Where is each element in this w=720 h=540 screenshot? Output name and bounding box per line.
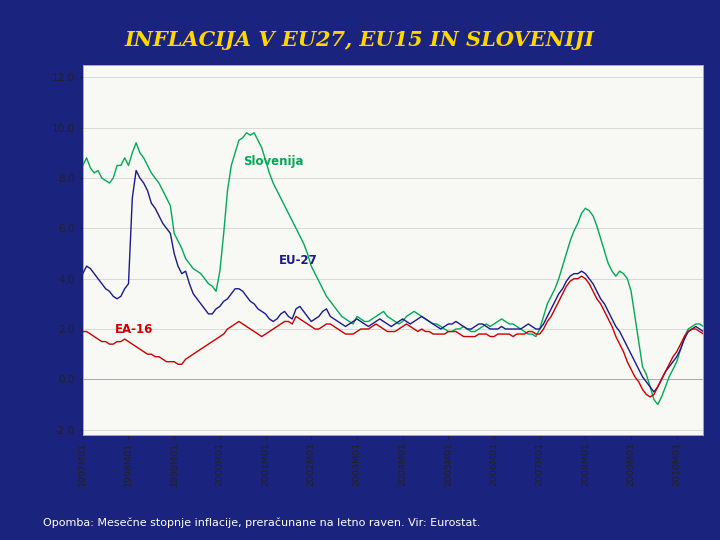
Text: INFLACIJA V EU27, EU15 IN SLOVENIJI: INFLACIJA V EU27, EU15 IN SLOVENIJI [125,30,595,50]
Text: EU-27: EU-27 [279,254,318,267]
Text: Slovenija: Slovenija [243,156,303,168]
Text: Opomba: Mesečne stopnje inflacije, preračunane na letno raven. Vir: Eurostat.: Opomba: Mesečne stopnje inflacije, prera… [43,518,480,528]
Text: EA-16: EA-16 [114,323,153,336]
